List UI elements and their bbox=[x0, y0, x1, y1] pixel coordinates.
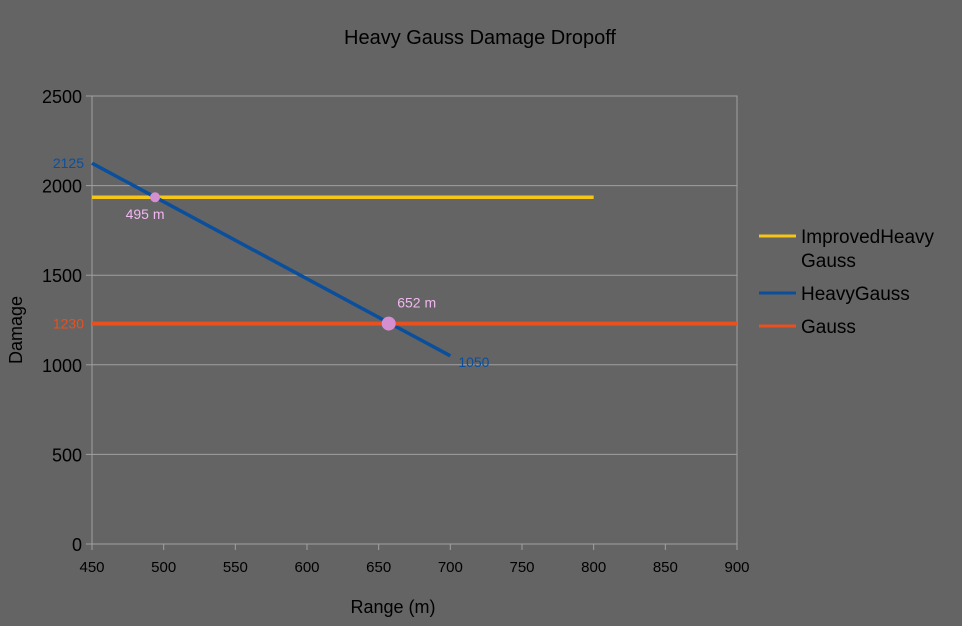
x-tick-label: 800 bbox=[581, 559, 606, 576]
intersection-marker bbox=[150, 192, 161, 203]
series-line-heavygauss bbox=[91, 161, 452, 358]
annotations: 2125 1230 1050 495 m 652 m bbox=[53, 155, 490, 370]
x-tick-label: 650 bbox=[366, 559, 391, 576]
series-lines bbox=[91, 161, 737, 358]
x-tick-label: 500 bbox=[151, 559, 176, 576]
annotation-label: 1230 bbox=[53, 316, 84, 332]
x-tick-label: 550 bbox=[223, 559, 248, 576]
legend-label: HeavyGauss bbox=[801, 284, 910, 305]
x-tick-label: 900 bbox=[724, 559, 749, 576]
annotation-label: 2125 bbox=[53, 155, 84, 171]
legend-label: Gauss bbox=[801, 251, 856, 272]
x-tick-label: 750 bbox=[509, 559, 534, 576]
intersection-marker bbox=[381, 316, 396, 331]
chart-title: Heavy Gauss Damage Dropoff bbox=[344, 27, 616, 49]
y-tick-label: 1500 bbox=[42, 266, 82, 286]
annotation-label: 1050 bbox=[458, 354, 489, 370]
annotation-label: 652 m bbox=[397, 295, 436, 311]
y-tick-label: 2500 bbox=[42, 87, 82, 107]
legend: ImprovedHeavy Gauss HeavyGauss Gauss bbox=[759, 227, 935, 338]
x-tick-label: 450 bbox=[79, 559, 104, 576]
y-tick-label: 2000 bbox=[42, 177, 82, 197]
x-tick-label: 850 bbox=[653, 559, 678, 576]
y-axis-label: Damage bbox=[6, 296, 26, 364]
plot-area bbox=[91, 95, 738, 545]
legend-label: ImprovedHeavy bbox=[801, 227, 935, 248]
x-tick-label: 700 bbox=[438, 559, 463, 576]
y-tick-label: 500 bbox=[52, 445, 82, 465]
grid bbox=[92, 95, 737, 545]
axis-ticks: 0 500 1000 1500 2000 2500 450 500 550 600 650 700 75… bbox=[42, 87, 750, 576]
annotation-label: 495 m bbox=[126, 206, 165, 222]
x-tick-label: 600 bbox=[294, 559, 319, 576]
y-tick-label: 1000 bbox=[42, 356, 82, 376]
legend-label: Gauss bbox=[801, 317, 856, 338]
x-axis-label: Range (m) bbox=[350, 597, 435, 617]
y-tick-label: 0 bbox=[72, 535, 82, 555]
